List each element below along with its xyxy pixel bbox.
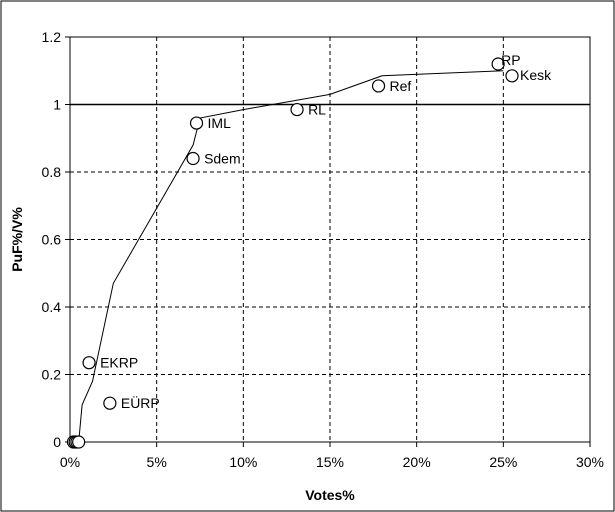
y-tick-label: 0 xyxy=(53,434,61,450)
point-label: Ref xyxy=(390,78,412,94)
data-point xyxy=(72,435,86,449)
point-label: Kesk xyxy=(520,67,552,83)
x-tick-label: 0% xyxy=(60,454,80,470)
y-tick-label: 0.2 xyxy=(42,367,62,383)
grid-layer xyxy=(70,37,590,442)
data-point xyxy=(491,57,505,71)
y-tick-label: 1.2 xyxy=(42,29,62,45)
point-label: IML xyxy=(208,115,232,131)
data-point xyxy=(290,102,304,117)
ticks-layer: 0 0.2 0.4 0.6 0.8 1 1.2 0% 5% 10% 15% 20% 25% 30% xyxy=(42,29,604,470)
y-axis-title: PuF%/V% xyxy=(9,207,25,272)
x-tick-label: 15% xyxy=(316,454,344,470)
y-tick-label: 0.4 xyxy=(42,299,62,315)
data-point xyxy=(189,116,204,130)
x-tick-label: 30% xyxy=(576,454,604,470)
points-layer xyxy=(66,57,519,449)
data-point xyxy=(82,356,96,370)
x-axis-title: Votes% xyxy=(305,487,355,503)
x-tick-label: 25% xyxy=(489,454,517,470)
y-tick-label: 0.8 xyxy=(42,164,62,180)
point-label: RL xyxy=(308,102,326,118)
data-point xyxy=(505,69,519,83)
x-tick-label: 5% xyxy=(147,454,167,470)
point-label: EÜRP xyxy=(121,394,160,411)
x-tick-label: 10% xyxy=(229,454,257,470)
y-tick-label: 0.6 xyxy=(42,232,62,248)
data-point xyxy=(371,79,386,93)
point-label: RP xyxy=(501,52,520,68)
data-point xyxy=(186,151,200,166)
x-tick-label: 20% xyxy=(403,454,431,470)
point-label: Sdem xyxy=(204,151,241,167)
y-tick-label: 1 xyxy=(53,97,61,113)
data-point xyxy=(103,396,117,410)
series-line xyxy=(70,70,504,443)
point-label: EKRP xyxy=(100,355,138,371)
